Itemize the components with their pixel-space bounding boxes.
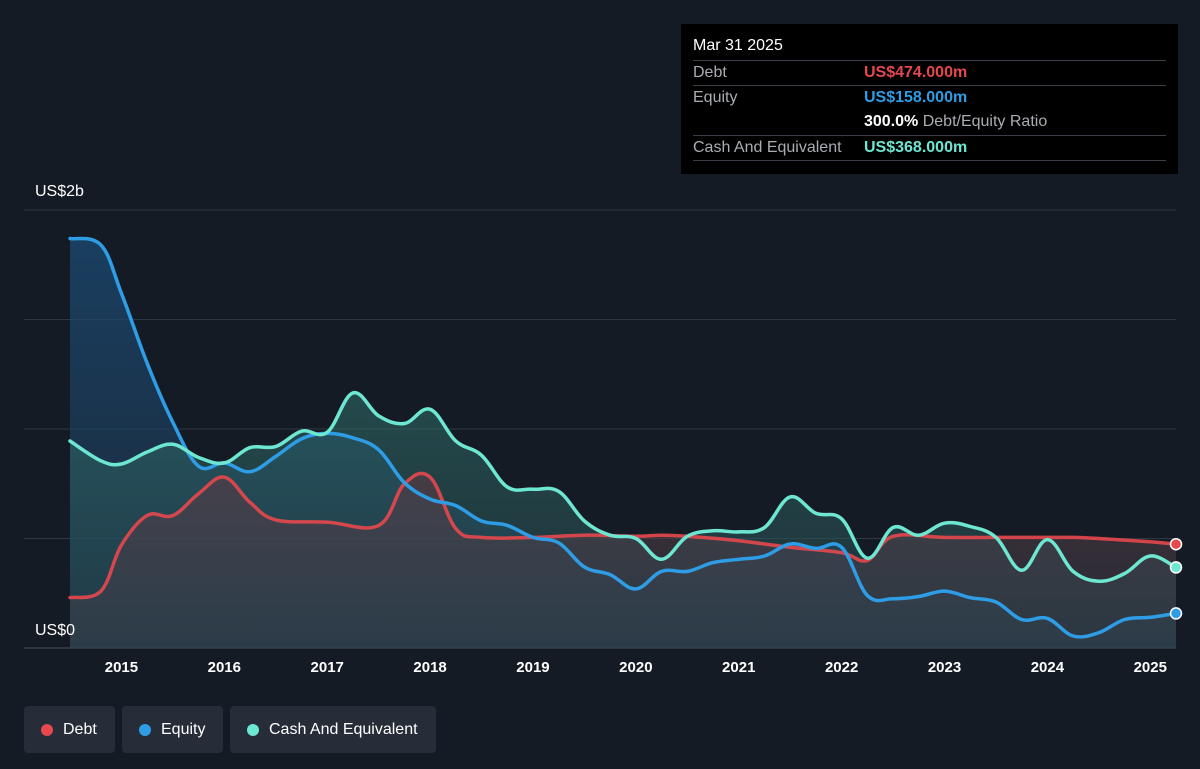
legend-item-cash[interactable]: Cash And Equivalent	[230, 706, 436, 753]
x-tick-label: 2016	[207, 659, 241, 676]
x-tick-label: 2015	[104, 659, 139, 676]
series-lines	[68, 236, 1178, 639]
debt-area	[70, 473, 1176, 648]
tooltip-ratio-row: 300.0% Debt/Equity Ratio	[693, 110, 1166, 135]
tooltip-cash-row: Cash And Equivalent US$368.000m	[693, 135, 1166, 161]
area-fills	[70, 238, 1176, 648]
tooltip-ratio-value: 300.0%	[864, 113, 919, 130]
legend-equity-label: Equity	[161, 720, 206, 738]
tooltip-date: Mar 31 2025	[693, 37, 783, 54]
legend-equity-dot-icon	[139, 723, 151, 736]
legend-debt-label: Debt	[63, 720, 97, 738]
x-tick-label: 2022	[824, 659, 859, 676]
debt-line	[68, 471, 1178, 600]
cash-line	[68, 391, 1178, 583]
x-tick-label: 2018	[413, 659, 447, 676]
x-tick-label: 2020	[619, 659, 653, 676]
tooltip-panel: Mar 31 2025 Debt US$474.000m Equity US$1…	[681, 24, 1178, 174]
cash-end-marker	[1169, 561, 1183, 574]
tooltip-debt-row: Debt US$474.000m	[693, 60, 1166, 86]
tooltip-debt-value: US$474.000m	[864, 64, 968, 81]
tooltip-cash-label: Cash And Equivalent	[693, 139, 842, 156]
tooltip-equity-row: Equity US$158.000m	[693, 85, 1166, 111]
equity-end-marker	[1169, 607, 1183, 620]
equity-line	[68, 236, 1178, 639]
x-tick-label: 2025	[1133, 659, 1167, 676]
x-tick-label: 2021	[722, 659, 756, 676]
legend-item-equity[interactable]: Equity	[122, 706, 223, 753]
x-tick-label: 2017	[310, 659, 344, 676]
tooltip-equity-label: Equity	[693, 89, 738, 106]
x-tick-label: 2023	[927, 659, 962, 676]
end-markers	[1169, 537, 1183, 620]
y-axis-top-label: US$2b	[35, 183, 84, 200]
tooltip-debt-label: Debt	[693, 64, 727, 81]
legend-cash-dot-icon	[247, 723, 259, 736]
debt-end-marker	[1169, 537, 1183, 551]
legend-item-debt[interactable]: Debt	[24, 706, 115, 753]
x-tick-label: 2024	[1030, 659, 1065, 676]
tooltip-ratio-label: Debt/Equity Ratio	[922, 113, 1048, 130]
legend-cash-label: Cash And Equivalent	[269, 720, 418, 738]
legend-debt-dot-icon	[41, 723, 53, 736]
tooltip-ratio: 300.0% Debt/Equity Ratio	[864, 113, 1047, 131]
tooltip-cash-value: US$368.000m	[864, 139, 968, 156]
tooltip-equity-value: US$158.000m	[864, 89, 968, 106]
y-axis-bottom-label: US$0	[35, 622, 76, 639]
tooltip-divider	[693, 160, 1166, 161]
x-tick-label: 2019	[516, 659, 550, 676]
